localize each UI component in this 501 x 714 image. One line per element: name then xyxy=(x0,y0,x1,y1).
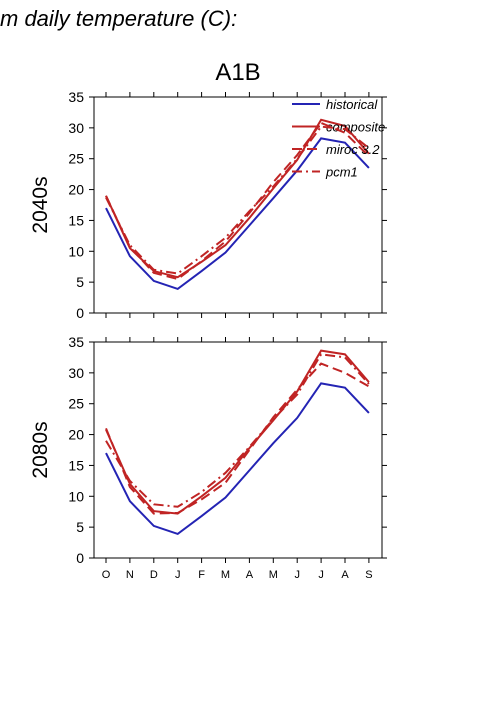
scenario-title: A1B xyxy=(215,59,260,86)
x-tick-label: F xyxy=(198,569,205,581)
x-tick-label: N xyxy=(126,569,134,581)
series-line xyxy=(105,125,370,275)
y-axis-label: 2080s xyxy=(29,421,52,478)
y-tick-label: 5 xyxy=(76,274,84,290)
y-tick-label: 35 xyxy=(68,89,84,105)
x-tick-label: A xyxy=(341,569,349,581)
series-line xyxy=(105,137,370,291)
series-line xyxy=(105,362,370,515)
x-tick-label: M xyxy=(221,569,230,581)
x-tick-label: M xyxy=(269,569,278,581)
legend-label: pcm1 xyxy=(325,165,358,180)
x-tick-label: O xyxy=(102,569,111,581)
y-tick-label: 5 xyxy=(76,519,84,535)
x-tick-label: A xyxy=(246,569,254,581)
x-tick-label: J xyxy=(294,569,300,581)
y-tick-label: 25 xyxy=(68,396,84,412)
page-title: m daily temperature (C): xyxy=(0,6,237,31)
y-tick-label: 25 xyxy=(68,151,84,167)
y-tick-label: 20 xyxy=(68,182,84,198)
y-tick-label: 15 xyxy=(68,457,84,473)
y-tick-label: 10 xyxy=(68,488,84,504)
y-tick-label: 0 xyxy=(76,305,84,321)
x-tick-label: D xyxy=(150,569,158,581)
plot-frame xyxy=(93,341,383,559)
series-line xyxy=(105,349,370,515)
plot-frame xyxy=(93,96,383,314)
legend-label: historical xyxy=(326,97,378,112)
x-tick-label: S xyxy=(365,569,372,581)
y-tick-label: 30 xyxy=(68,365,84,381)
legend-label: miroc 3.2 xyxy=(326,142,380,157)
series-line xyxy=(105,382,370,536)
series-line xyxy=(105,353,370,508)
y-axis-label: 2040s xyxy=(29,176,52,233)
y-tick-label: 10 xyxy=(68,243,84,259)
legend-label: composite xyxy=(326,120,385,135)
x-tick-label: J xyxy=(318,569,324,581)
y-tick-label: 20 xyxy=(68,427,84,443)
y-tick-label: 0 xyxy=(76,550,84,566)
series-line xyxy=(105,121,370,281)
y-tick-label: 15 xyxy=(68,212,84,228)
y-tick-label: 35 xyxy=(68,334,84,350)
x-tick-label: J xyxy=(175,569,181,581)
y-tick-label: 30 xyxy=(68,120,84,136)
